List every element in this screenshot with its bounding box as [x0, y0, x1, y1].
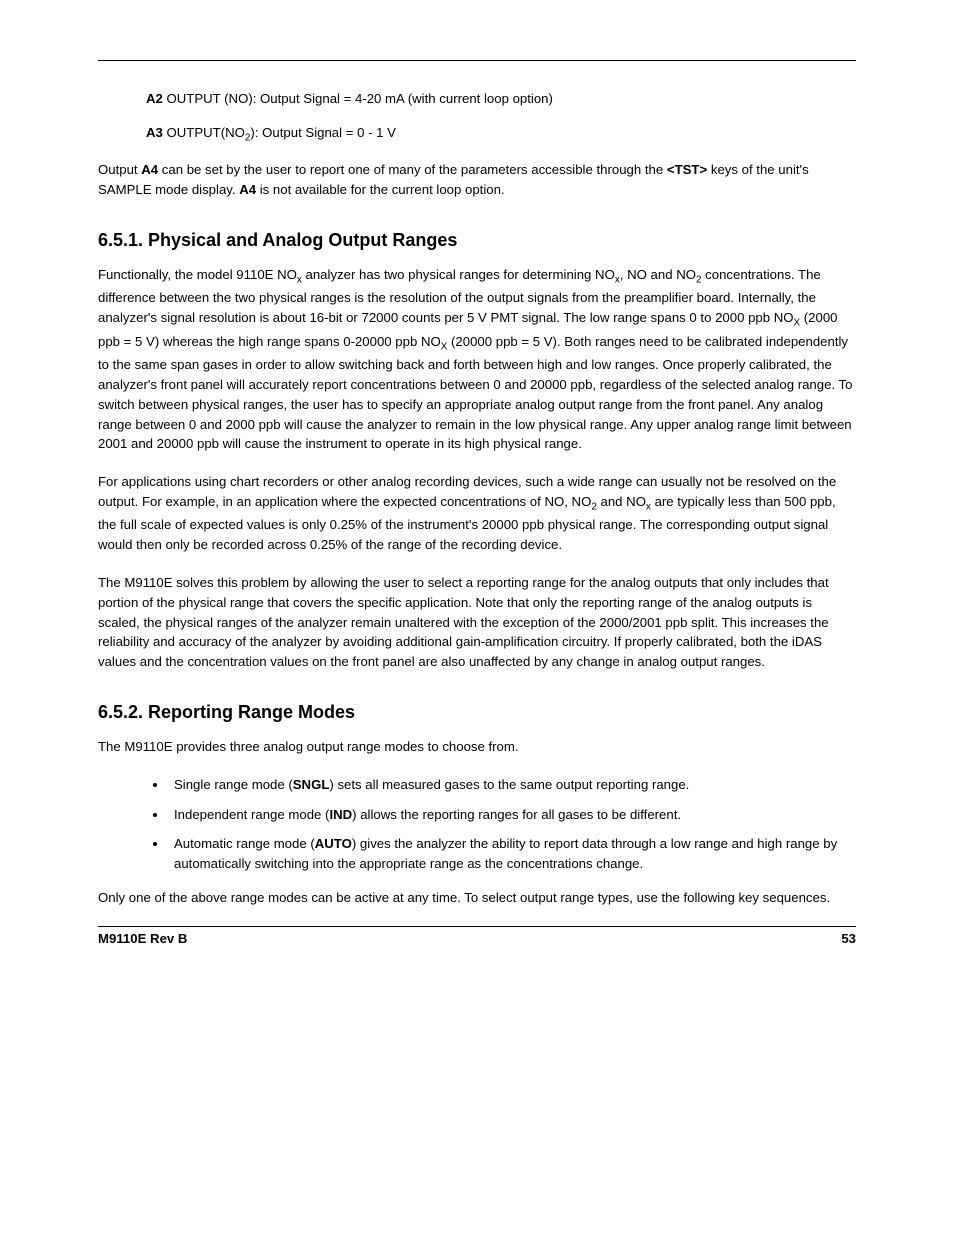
a3-text-pre: OUTPUT(NO: [163, 125, 245, 140]
li3-t1: Automatic range mode (: [174, 836, 315, 851]
p651-1-t1: Functionally, the model 9110E NO: [98, 267, 297, 282]
para-651-2: For applications using chart recorders o…: [98, 472, 856, 555]
para-652-end: Only one of the above range modes can be…: [98, 888, 856, 908]
range-mode-list: Single range mode (SNGL) sets all measur…: [98, 775, 856, 874]
para-a4-text-1: Output: [98, 162, 141, 177]
document-page: A2 OUTPUT (NO): Output Signal = 4-20 mA …: [0, 0, 954, 1235]
para-651-3: The M9110E solves this problem by allowi…: [98, 573, 856, 672]
li1-t1: Single range mode (: [174, 777, 293, 792]
para-a4-bold-1: A4: [141, 162, 158, 177]
li2-t1: Independent range mode (: [174, 807, 329, 822]
footer-right: 53: [841, 931, 856, 946]
a3-label: A3: [146, 125, 163, 140]
para-a4: Output A4 can be set by the user to repo…: [98, 160, 856, 200]
list-item: Single range mode (SNGL) sets all measur…: [168, 775, 856, 795]
top-horizontal-rule: [98, 60, 856, 61]
heading-651: 6.5.1. Physical and Analog Output Ranges: [98, 230, 856, 251]
heading-652: 6.5.2. Reporting Range Modes: [98, 702, 856, 723]
footer-left: M9110E Rev B: [98, 931, 187, 946]
p651-1-t3: , NO and NO: [620, 267, 696, 282]
a2-text: OUTPUT (NO): Output Signal = 4-20 mA (wi…: [163, 91, 553, 106]
bottom-horizontal-rule: [98, 926, 856, 927]
a2-label: A2: [146, 91, 163, 106]
list-item: Automatic range mode (AUTO) gives the an…: [168, 834, 856, 874]
li2-bold: IND: [329, 807, 352, 822]
output-a2-line: A2 OUTPUT (NO): Output Signal = 4-20 mA …: [146, 89, 856, 109]
para-a4-text-4: is not available for the current loop op…: [256, 182, 505, 197]
list-item: Independent range mode (IND) allows the …: [168, 805, 856, 825]
para-a4-bold-2: <TST>: [667, 162, 707, 177]
p651-1-t6: (20000 ppb = 5 V). Both ranges need to b…: [98, 334, 852, 452]
output-a3-line: A3 OUTPUT(NO2): Output Signal = 0 - 1 V: [146, 123, 856, 147]
li3-bold: AUTO: [315, 836, 352, 851]
a3-text-post: ): Output Signal = 0 - 1 V: [250, 125, 396, 140]
li1-bold: SNGL: [293, 777, 330, 792]
li1-t2: ) sets all measured gases to the same ou…: [329, 777, 689, 792]
page-footer: M9110E Rev B 53: [98, 931, 856, 946]
para-651-1: Functionally, the model 9110E NOx analyz…: [98, 265, 856, 454]
p651-1-t2: analyzer has two physical ranges for det…: [302, 267, 615, 282]
para-652-intro: The M9110E provides three analog output …: [98, 737, 856, 757]
li2-t2: ) allows the reporting ranges for all ga…: [352, 807, 681, 822]
p651-2-t2: and NO: [597, 494, 646, 509]
para-a4-bold-3: A4: [239, 182, 256, 197]
para-a4-text-2: can be set by the user to report one of …: [158, 162, 667, 177]
